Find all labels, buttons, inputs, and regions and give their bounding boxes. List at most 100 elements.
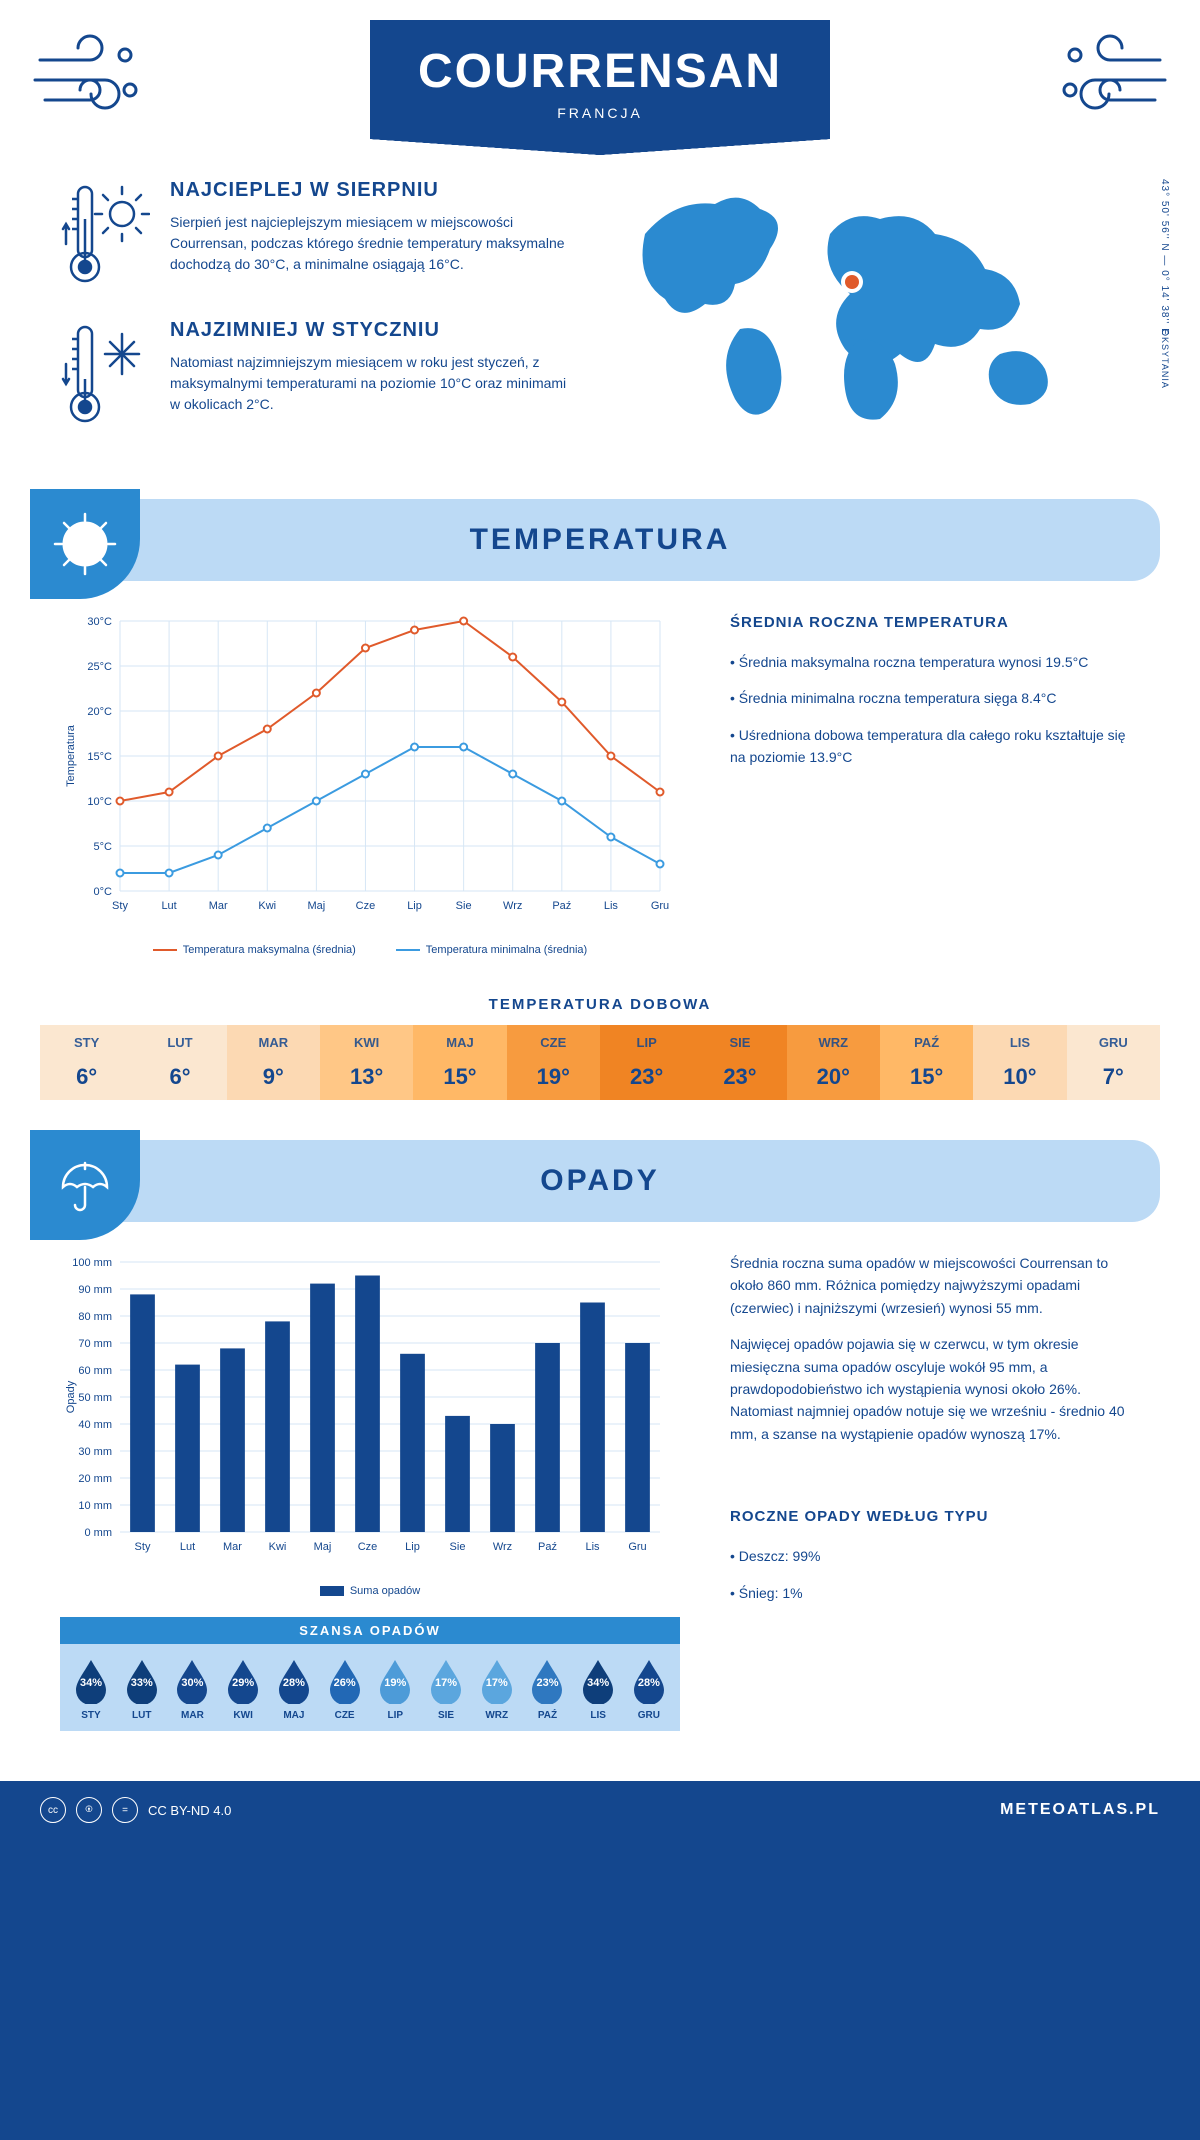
drop-month: STY (68, 1710, 114, 1721)
svg-text:Sty: Sty (135, 1541, 151, 1553)
legend-rain: Suma opadów (350, 1585, 420, 1597)
rain-chance-item: 34%LIS (575, 1658, 621, 1721)
drop-month: KWI (220, 1710, 266, 1721)
svg-text:15°C: 15°C (87, 751, 112, 763)
rain-type-bullet: • Śnieg: 1% (730, 1582, 1140, 1604)
drop-month: PAŹ (524, 1710, 570, 1721)
svg-text:30 mm: 30 mm (78, 1446, 112, 1458)
heat-cell: GRU 7° (1067, 1025, 1160, 1100)
annual-temp-bullet: • Uśredniona dobowa temperatura dla całe… (730, 724, 1140, 769)
heat-value: 10° (973, 1064, 1066, 1090)
coldest-title: NAJZIMNIEJ W STYCZNIU (170, 319, 580, 342)
svg-text:70 mm: 70 mm (78, 1338, 112, 1350)
svg-text:Kwi: Kwi (258, 900, 276, 912)
svg-text:Wrz: Wrz (493, 1541, 512, 1553)
heat-value: 7° (1067, 1064, 1160, 1090)
heat-value: 6° (133, 1064, 226, 1090)
heat-value: 6° (40, 1064, 133, 1090)
temperature-strip: TEMPERATURA (40, 499, 1160, 581)
svg-text:Lut: Lut (180, 1541, 195, 1553)
svg-text:10 mm: 10 mm (78, 1500, 112, 1512)
heat-month: MAJ (413, 1035, 506, 1050)
temperature-line-chart: 0°C5°C10°C15°C20°C25°C30°CStyLutMarKwiMa… (60, 611, 680, 931)
wind-icon (30, 30, 150, 130)
drop-icon: 29% (224, 1658, 262, 1704)
rain-chance-item: 29% KWI (220, 1658, 266, 1721)
precipitation-strip: OPADY (40, 1140, 1160, 1222)
umbrella-icon (55, 1155, 115, 1215)
coldest-body: Natomiast najzimniejszym miesiącem w rok… (170, 352, 580, 415)
svg-text:Gru: Gru (651, 900, 669, 912)
rain-chance-item: 34% STY (68, 1658, 114, 1721)
heat-cell: KWI 13° (320, 1025, 413, 1100)
rain-chance-item: 17%WRZ (474, 1658, 520, 1721)
sun-icon (52, 511, 118, 577)
svg-text:Wrz: Wrz (503, 900, 522, 912)
drop-month: SIE (423, 1710, 469, 1721)
heat-month: KWI (320, 1035, 413, 1050)
svg-text:Kwi: Kwi (269, 1541, 287, 1553)
intro-row: NAJCIEPLEJ W SIERPNIU Sierpień jest najc… (0, 179, 1200, 489)
drop-percent: 29% (232, 1677, 254, 1689)
drop-percent: 28% (638, 1677, 660, 1689)
svg-text:Paź: Paź (538, 1541, 557, 1553)
title-banner: COURRENSAN FRANCJA (370, 20, 830, 139)
svg-text:Temperatura: Temperatura (65, 724, 77, 787)
heat-value: 23° (600, 1064, 693, 1090)
wind-icon (1050, 30, 1170, 130)
annual-temp-bullet: • Średnia minimalna roczna temperatura s… (730, 687, 1140, 709)
heat-value: 13° (320, 1064, 413, 1090)
svg-text:Opady: Opady (65, 1380, 77, 1413)
rain-chance-item: 28%GRU (626, 1658, 672, 1721)
annual-temp-title: ŚREDNIA ROCZNA TEMPERATURA (730, 611, 1140, 635)
heat-value: 20° (787, 1064, 880, 1090)
heat-value: 19° (507, 1064, 600, 1090)
heat-month: PAŹ (880, 1035, 973, 1050)
heat-month: STY (40, 1035, 133, 1050)
drop-percent: 33% (131, 1677, 153, 1689)
rain-chance-title: SZANSA OPADÓW (60, 1617, 680, 1644)
warmest-title: NAJCIEPLEJ W SIERPNIU (170, 179, 580, 202)
drop-month: LIS (575, 1710, 621, 1721)
drop-percent: 30% (181, 1677, 203, 1689)
drop-icon: 30% (173, 1658, 211, 1704)
svg-text:60 mm: 60 mm (78, 1365, 112, 1377)
by-icon: 🅯 (76, 1797, 102, 1823)
drop-percent: 26% (334, 1677, 356, 1689)
svg-text:0°C: 0°C (94, 886, 113, 898)
heat-cell: MAR9° (227, 1025, 320, 1100)
rain-chance-panel: SZANSA OPADÓW 34%STY33%LUT30%MAR29%KWI28… (60, 1617, 680, 1731)
drop-icon: 34% (72, 1658, 110, 1704)
svg-text:90 mm: 90 mm (78, 1284, 112, 1296)
svg-text:Sie: Sie (456, 900, 472, 912)
svg-text:Lis: Lis (604, 900, 619, 912)
rain-chance-item: 17% SIE (423, 1658, 469, 1721)
region: OKSYTANIA (1160, 329, 1170, 389)
drop-icon: 23% (528, 1658, 566, 1704)
drop-icon: 26% (326, 1658, 364, 1704)
precipitation-title: OPADY (64, 1164, 1136, 1198)
rain-paragraph: Średnia roczna suma opadów w miejscowośc… (730, 1252, 1140, 1319)
svg-text:Sie: Sie (450, 1541, 466, 1553)
daily-temp-heatstrip: STY6°LUT6°MAR9°KWI13°MAJ15°CZE19°LIP23°S… (40, 1025, 1160, 1100)
svg-text:Maj: Maj (307, 900, 325, 912)
temperature-chart-row: 0°C5°C10°C15°C20°C25°C30°CStyLutMarKwiMa… (0, 611, 1200, 976)
rain-chance-item: 19%LIP (372, 1658, 418, 1721)
drop-percent: 34% (80, 1677, 102, 1689)
drop-icon: 17% (427, 1658, 465, 1704)
legend-min: Temperatura minimalna (średnia) (426, 944, 587, 956)
heat-month: GRU (1067, 1035, 1160, 1050)
rain-chance-item: 33%LUT (119, 1658, 165, 1721)
cc-icon: cc (40, 1797, 66, 1823)
drop-month: MAJ (271, 1710, 317, 1721)
heat-month: LUT (133, 1035, 226, 1050)
heat-month: CZE (507, 1035, 600, 1050)
rain-chance-item: 23% PAŹ (524, 1658, 570, 1721)
svg-text:0 mm: 0 mm (85, 1527, 113, 1539)
coordinates: 43° 50' 56'' N — 0° 14' 38'' E (1159, 179, 1170, 336)
legend-max: Temperatura maksymalna (średnia) (183, 944, 356, 956)
map-panel: 43° 50' 56'' N — 0° 14' 38'' E OKSYTANIA (620, 179, 1140, 459)
svg-text:25°C: 25°C (87, 661, 112, 673)
world-map-icon (620, 179, 1100, 439)
drop-percent: 17% (486, 1677, 508, 1689)
